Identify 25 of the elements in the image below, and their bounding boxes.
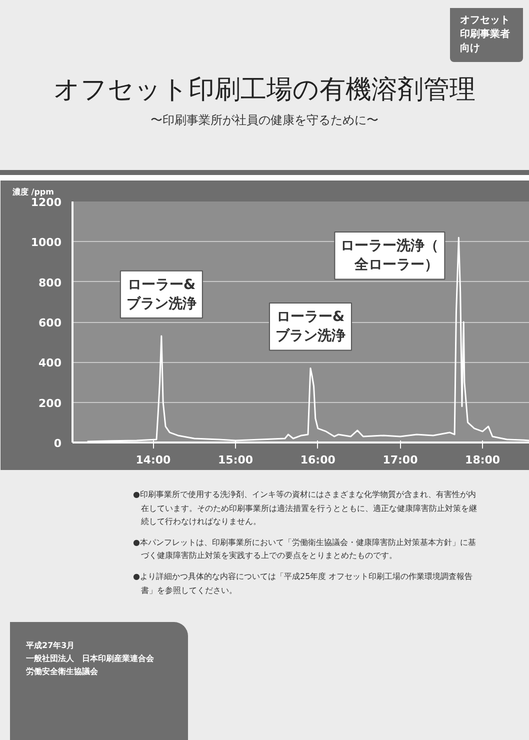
annotation: ローラー&ブラン洗浄: [275, 308, 346, 344]
y-tick-label: 600: [38, 316, 62, 330]
y-tick-label: 400: [38, 356, 62, 370]
annotation: ローラー洗浄（全ローラー）: [340, 238, 439, 274]
text: 労働安全衛生協議会: [26, 666, 99, 678]
chart-subtitle: 〜印刷事業所が社員の健康を守るために〜: [150, 112, 380, 129]
text: ●より詳細かつ具体的な内容については「平成25年度 オフセット印刷工場の作業環境調査報告書」を参照してください。: [133, 570, 474, 597]
y-tick-label: 800: [38, 276, 62, 290]
y-tick-label: 1000: [30, 236, 62, 250]
x-tick-label: 18:00: [465, 454, 500, 466]
x-tick-label: 17:00: [382, 454, 418, 466]
y-tick-label: 0: [54, 437, 62, 450]
text: ●印刷事業所で使用する洗浄剤、インキ等の資材にはさまざまな化学物質が含まれ、有害性が内在しています。そのため印刷事業所は適法措置を行うとともに、適正な健康障害防止対策を継続して行わなければなりません。: [133, 489, 478, 528]
y-tick-label: 200: [38, 396, 62, 410]
x-tick-label: 16:00: [300, 454, 336, 466]
text: オフセット印刷事業者向け: [450, 8, 523, 62]
x-tick-label: 15:00: [218, 454, 254, 466]
text: ●本パンフレットは、印刷事業所において「労働衛生協議会・健康障害防止対策基本方針」に基づく健康障害防止対策を実践する上での要点をとりまとめたものです。: [133, 536, 477, 562]
y-tick-label: 1200: [30, 196, 62, 209]
text: 平成27年3月: [26, 640, 76, 652]
y-axis-title: 濃度 /ppm: [12, 186, 54, 196]
chart-title: オフセット印刷工場の有機溶剤管理: [52, 74, 476, 107]
x-tick-label: 14:00: [136, 454, 172, 466]
text: 一般社団法人 日本印刷産業連合会: [26, 652, 155, 665]
annotation: ローラー&ブラン洗浄: [126, 276, 196, 312]
